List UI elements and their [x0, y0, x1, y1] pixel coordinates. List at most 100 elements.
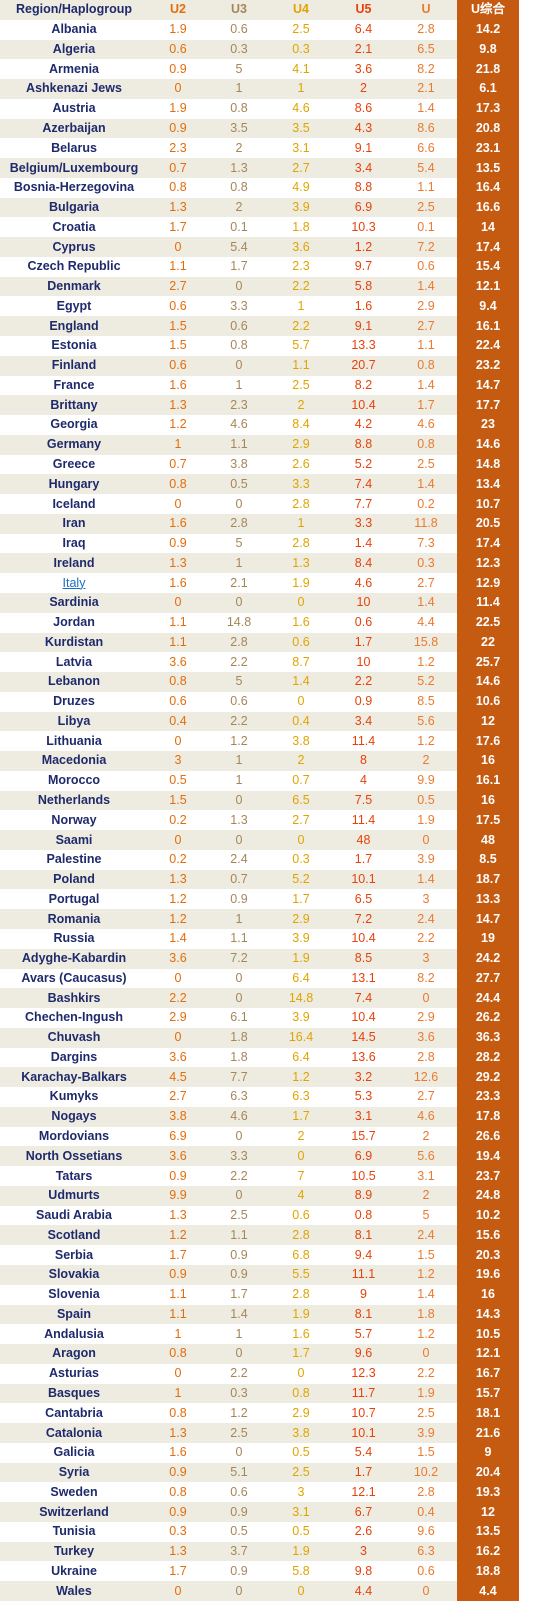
value-cell: 0	[148, 968, 208, 989]
value-cell: 1.5	[148, 790, 208, 811]
region-link[interactable]: Italy	[62, 575, 86, 590]
value-cell: 5	[395, 1205, 457, 1226]
value-cell: 1	[270, 513, 332, 534]
value-cell: 0.8	[332, 1205, 395, 1226]
region-cell: Iraq	[0, 533, 148, 554]
table-row: Tunisia 0.3 0.5 0.5 2.6 9.6 13.5	[0, 1521, 519, 1542]
value-cell: 14.8	[457, 454, 519, 475]
value-cell: 9.1	[332, 316, 395, 337]
value-cell: 0.9	[208, 1245, 270, 1265]
header-row: Region/Haplogroup U2 U3 U4 U5 U U综合	[0, 0, 519, 20]
value-cell: 12.1	[457, 1344, 519, 1364]
value-cell: 22	[457, 632, 519, 653]
value-cell: 1.2	[208, 731, 270, 752]
value-cell: 1.4	[332, 533, 395, 554]
value-cell: 1.1	[395, 177, 457, 198]
value-cell: 22.5	[457, 612, 519, 633]
value-cell: 8.4	[332, 553, 395, 574]
value-cell: 0	[208, 1126, 270, 1147]
table-row: Lithuania 0 1.2 3.8 11.4 1.2 17.6	[0, 731, 519, 752]
value-cell: 3.6	[148, 1146, 208, 1167]
value-cell: 2.2	[270, 276, 332, 297]
table-row: Sardinia 0 0 0 10 1.4 11.4	[0, 592, 519, 613]
value-cell: 1.9	[270, 1541, 332, 1562]
table-row: Aragon 0.8 0 1.7 9.6 0 12.1	[0, 1344, 519, 1364]
region-cell: Greece	[0, 454, 148, 475]
region-cell: Georgia	[0, 415, 148, 435]
value-cell: 1	[208, 1324, 270, 1345]
value-cell: 10.1	[332, 869, 395, 890]
value-cell: 5.7	[270, 336, 332, 356]
value-cell: 1.8	[395, 1304, 457, 1325]
value-cell: 28.2	[457, 1047, 519, 1068]
value-cell: 20.5	[457, 513, 519, 534]
value-cell: 0	[148, 494, 208, 514]
value-cell: 2.2	[395, 1363, 457, 1384]
value-cell: 0.3	[208, 1383, 270, 1404]
value-cell: 16.4	[457, 177, 519, 198]
value-cell: 0.9	[148, 1166, 208, 1186]
value-cell: 4.6	[208, 415, 270, 435]
value-cell: 3.3	[332, 513, 395, 534]
value-cell: 2.8	[270, 1284, 332, 1305]
value-cell: 36.3	[457, 1027, 519, 1048]
region-cell: Basques	[0, 1383, 148, 1404]
value-cell: 0	[208, 1344, 270, 1364]
value-cell: 3	[332, 1541, 395, 1562]
table-row: Turkey 1.3 3.7 1.9 3 6.3 16.2	[0, 1541, 519, 1562]
table-row: Azerbaijan 0.9 3.5 3.5 4.3 8.6 20.8	[0, 118, 519, 139]
value-cell: 0	[208, 1185, 270, 1206]
region-cell: Aragon	[0, 1344, 148, 1364]
region-cell: Cyprus	[0, 237, 148, 257]
header-cell: U综合	[457, 0, 519, 20]
value-cell: 3.3	[208, 1146, 270, 1167]
value-cell: 0.8	[148, 1482, 208, 1503]
value-cell: 1.4	[395, 869, 457, 890]
value-cell: 2.2	[208, 1166, 270, 1186]
value-cell: 22.4	[457, 336, 519, 356]
value-cell: 1.9	[148, 19, 208, 40]
value-cell: 3.9	[270, 197, 332, 218]
value-cell: 0	[148, 1363, 208, 1384]
value-cell: 2.6	[332, 1521, 395, 1542]
value-cell: 1.2	[270, 1067, 332, 1088]
value-cell: 11.8	[395, 513, 457, 534]
value-cell: 1.6	[148, 1442, 208, 1463]
value-cell: 16.1	[457, 770, 519, 791]
value-cell: 0	[395, 988, 457, 1009]
value-cell: 1.4	[270, 672, 332, 692]
value-cell: 20.8	[457, 118, 519, 139]
value-cell: 13.3	[457, 889, 519, 910]
value-cell: 5.6	[395, 711, 457, 732]
value-cell: 4.1	[270, 59, 332, 80]
value-cell: 1.9	[270, 573, 332, 593]
value-cell: 1.3	[148, 869, 208, 890]
value-cell: 9.8	[457, 39, 519, 60]
region-cell: Hungary	[0, 474, 148, 495]
value-cell: 3.4	[332, 158, 395, 178]
value-cell: 6.9	[332, 197, 395, 218]
value-cell: 10.4	[332, 1008, 395, 1028]
table-row: Denmark 2.7 0 2.2 5.8 1.4 12.1	[0, 276, 519, 297]
value-cell: 1.1	[148, 1284, 208, 1305]
region-cell: Catalonia	[0, 1423, 148, 1443]
value-cell: 4.6	[332, 573, 395, 593]
value-cell: 1.7	[208, 1284, 270, 1305]
table-row: Estonia 1.5 0.8 5.7 13.3 1.1 22.4	[0, 336, 519, 356]
region-cell: Slovakia	[0, 1265, 148, 1285]
value-cell: 6.8	[270, 1245, 332, 1265]
value-cell: 1.5	[148, 336, 208, 356]
region-cell: Wales	[0, 1581, 148, 1602]
table-row: Dargins 3.6 1.8 6.4 13.6 2.8 28.2	[0, 1047, 519, 1068]
value-cell: 1.5	[148, 316, 208, 337]
value-cell: 1.1	[270, 355, 332, 376]
value-cell: 16	[457, 1284, 519, 1305]
value-cell: 6.9	[148, 1126, 208, 1147]
value-cell: 3.9	[270, 1008, 332, 1028]
table-row: Belgium/Luxembourg 0.7 1.3 2.7 3.4 5.4 13.5	[0, 158, 519, 178]
region-cell: Dargins	[0, 1047, 148, 1068]
value-cell: 8.6	[395, 118, 457, 139]
value-cell: 1.6	[270, 1324, 332, 1345]
value-cell: 3	[395, 948, 457, 969]
value-cell: 24.8	[457, 1185, 519, 1206]
